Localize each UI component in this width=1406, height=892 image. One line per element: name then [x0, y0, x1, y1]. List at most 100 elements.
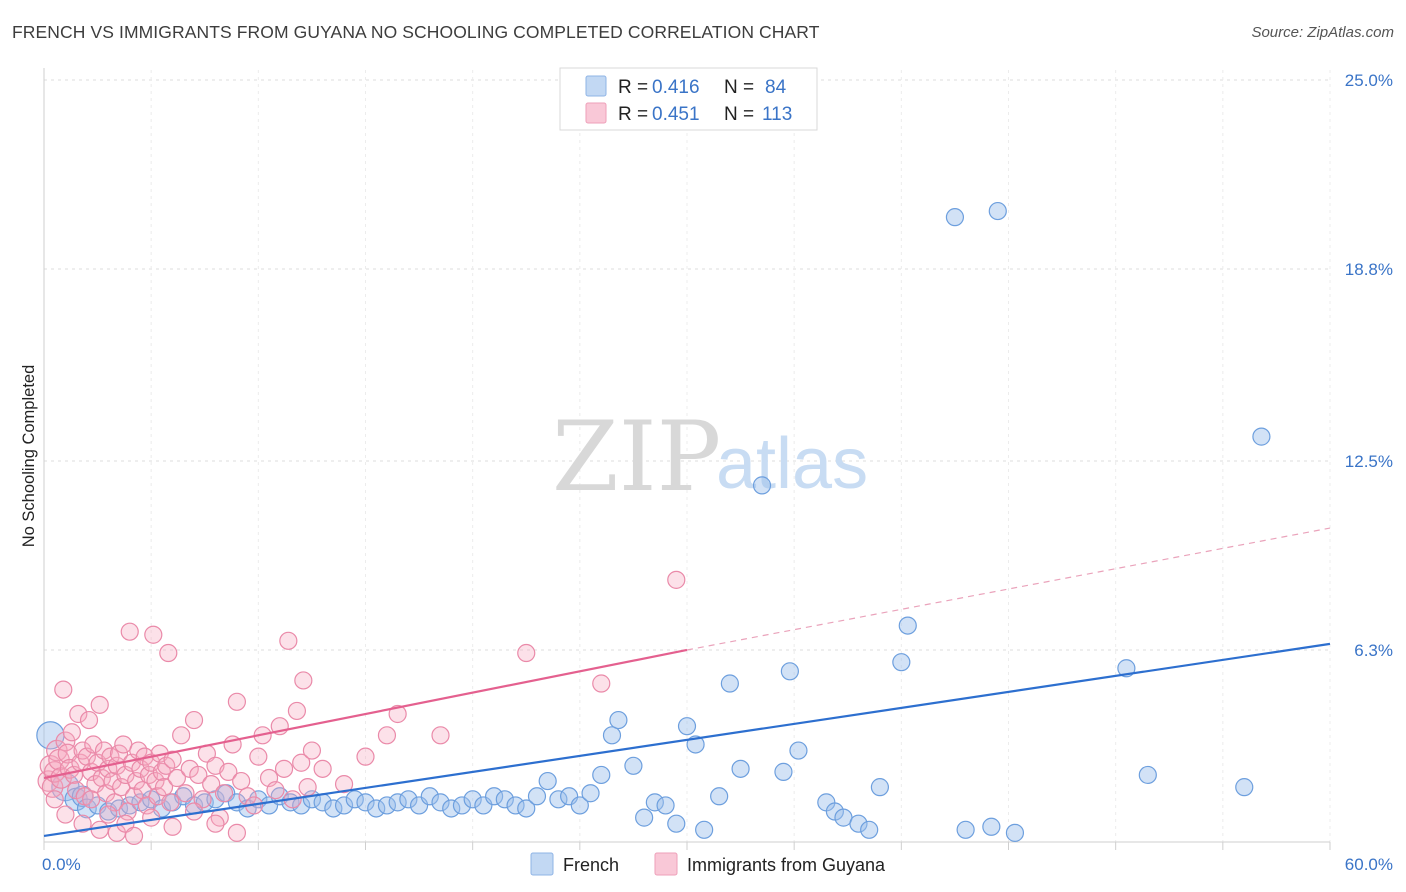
guyana-point-70: [214, 784, 234, 803]
french-point-47: [538, 771, 557, 791]
trend-lines: [43, 527, 1331, 837]
guyana-point-83: [279, 631, 298, 650]
french-point-48: [549, 790, 568, 809]
french-point-34: [399, 790, 418, 809]
french-point-84: [1138, 765, 1157, 785]
french-point-57: [645, 793, 664, 812]
guyana-point-102: [227, 823, 246, 842]
guyana-point-86: [292, 753, 311, 772]
guyana-point-92: [82, 790, 101, 809]
y-tick-label-2: 18.8%: [1345, 260, 1393, 279]
watermark: ZIP atlas: [552, 401, 868, 513]
french-point-50: [570, 796, 589, 815]
french-point-78: [945, 208, 965, 227]
guyana-point-14: [69, 704, 88, 724]
french-point-42: [485, 787, 504, 806]
guyana-point-57: [161, 793, 180, 812]
legend-swatch-guyana: [585, 102, 607, 124]
chart-title: FRENCH VS IMMIGRANTS FROM GUYANA NO SCHO…: [12, 22, 820, 42]
guyana-point-89: [302, 741, 322, 760]
french-point-76: [892, 653, 911, 672]
legend-guyana-r: 0.451: [652, 104, 700, 125]
legend-french-n-label: N =: [724, 77, 754, 98]
guyana-point-24: [90, 695, 109, 714]
guyana-point-88: [298, 778, 317, 797]
legend-box: R = 0.416 N = 84 R = 0.451 N = 113: [559, 67, 818, 131]
french-point-58: [656, 796, 675, 815]
guyana-point-93: [90, 820, 109, 839]
y-tick-label-3: 25.0%: [1345, 71, 1393, 90]
x-tick-label-max: 60.0%: [1345, 855, 1393, 874]
y-axis-label: No Schooling Completed: [20, 365, 38, 548]
french-point-62: [695, 820, 714, 839]
french-point-67: [774, 762, 793, 781]
french-point-51: [581, 784, 600, 803]
guyana-point-99: [163, 817, 182, 836]
guyana-point-112: [45, 790, 64, 809]
french-point-82: [1005, 823, 1025, 842]
french-point-85: [1235, 778, 1254, 797]
trend-line-french: [43, 642, 1331, 837]
french-point-38: [442, 799, 461, 818]
guyana-point-64: [189, 765, 208, 785]
bottom-legend-swatch-french: [530, 852, 554, 876]
french-point-80: [982, 817, 1001, 836]
french-point-46: [527, 787, 547, 806]
guyana-point-74: [232, 771, 251, 791]
french-point-59: [667, 814, 686, 833]
guyana-point-59: [167, 768, 186, 788]
french-point-53: [602, 726, 622, 745]
source-label: Source: ZipAtlas.com: [1251, 24, 1394, 41]
guyana-point-109: [313, 759, 332, 778]
guyana-point-108: [667, 570, 686, 589]
guyana-point-77: [249, 747, 268, 766]
french-point-52: [592, 765, 611, 785]
french-point-54: [609, 710, 628, 730]
x-tick-labels: 0.0% 60.0%: [42, 855, 1393, 874]
french-point-66: [752, 476, 772, 495]
french-point-81: [988, 201, 1007, 221]
y-tick-label-0: 6.3%: [1354, 641, 1393, 660]
legend-swatch-french: [585, 75, 607, 97]
french-point-29: [345, 790, 364, 809]
guyana-point-73: [227, 692, 246, 711]
guyana-point-71: [219, 762, 238, 781]
french-point-43: [495, 790, 514, 809]
guyana-point-61: [176, 784, 195, 803]
bottom-legend-swatch-guyana: [654, 852, 678, 876]
guyana-point-111: [356, 747, 375, 766]
french-point-74: [860, 820, 879, 839]
french-point-55: [624, 756, 643, 775]
french-point-32: [377, 796, 397, 815]
french-point-86: [1252, 427, 1271, 446]
french-point-44: [506, 796, 525, 815]
y-tick-labels: 6.3% 12.5% 18.8% 25.0%: [1345, 71, 1393, 660]
guyana-point-9: [57, 743, 78, 764]
guyana-point-101: [206, 814, 225, 833]
french-point-68: [780, 662, 799, 681]
bottom-legend: French Immigrants from Guyana: [530, 852, 886, 876]
french-point-45: [517, 799, 536, 818]
guyana-point-11: [62, 723, 81, 742]
guyana-point-7: [54, 680, 73, 699]
guyana-point-90: [56, 805, 75, 824]
watermark-zip: ZIP: [552, 401, 721, 513]
french-point-31: [367, 799, 386, 818]
french-point-79: [956, 820, 975, 839]
guyana-point-58: [163, 750, 182, 769]
guyana-point-60: [172, 726, 191, 745]
guyana-point-38: [120, 622, 139, 641]
guyana-point-54: [154, 778, 174, 797]
guyana-point-21: [84, 735, 103, 754]
bottom-legend-french: French: [563, 855, 619, 875]
grid: [43, 70, 1331, 850]
french-point-83: [1117, 659, 1136, 678]
guyana-point-85: [287, 701, 307, 721]
guyana-point-104: [388, 704, 407, 724]
guyana-point-49: [144, 625, 163, 644]
french-point-65: [731, 759, 750, 778]
trend-line-guyana: [43, 648, 688, 780]
legend-french-r-label: R =: [618, 77, 648, 98]
french-point-60: [677, 717, 697, 736]
guyana-point-105: [431, 726, 450, 745]
